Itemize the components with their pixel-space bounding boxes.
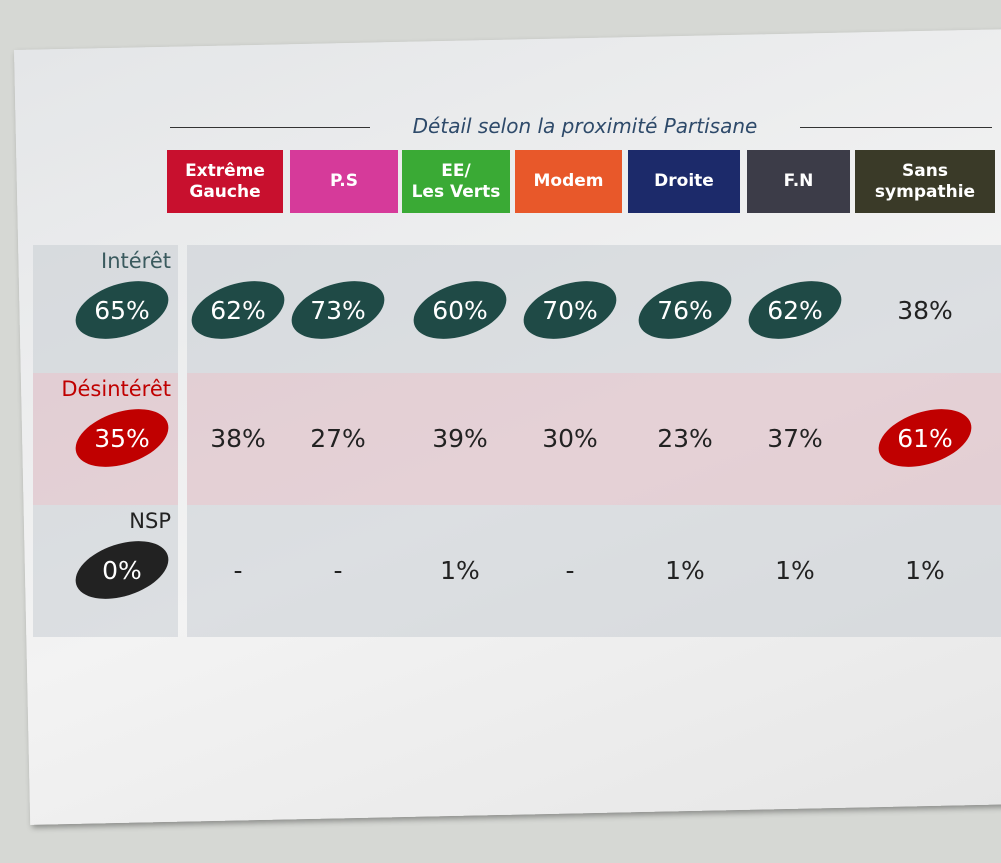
value-cell: 1% <box>740 542 850 598</box>
value-cell: 38% <box>183 410 293 466</box>
value-cell: 30% <box>515 410 625 466</box>
rule-left <box>170 127 370 128</box>
value-text: 30% <box>542 423 598 453</box>
value-cell: - <box>283 542 393 598</box>
column-header: F.N <box>747 150 850 213</box>
value-cell: 27% <box>283 410 393 466</box>
row-background <box>187 373 1001 505</box>
value-text: 62% <box>767 295 823 325</box>
column-header-line: F.N <box>783 171 814 191</box>
value-text: 65% <box>94 295 150 325</box>
value-cell: 60% <box>405 270 515 350</box>
value-text: 35% <box>94 423 150 453</box>
value-text: 76% <box>657 295 713 325</box>
value-text: 1% <box>440 555 480 585</box>
value-text: 1% <box>665 555 705 585</box>
value-cell: - <box>515 542 625 598</box>
value-cell: 39% <box>405 410 515 466</box>
value-text: 37% <box>767 423 823 453</box>
value-text: 38% <box>897 295 953 325</box>
value-cell: 0% <box>67 530 177 610</box>
value-text: 38% <box>210 423 266 453</box>
subtitle: Détail selon la proximité Partisane <box>412 114 758 138</box>
value-cell: 37% <box>740 410 850 466</box>
value-cell: 1% <box>870 542 980 598</box>
value-text: - <box>333 555 343 585</box>
value-text: - <box>565 555 575 585</box>
column-header-line: Sans <box>902 160 948 181</box>
value-text: 27% <box>310 423 366 453</box>
column-header: Droite <box>628 150 740 213</box>
value-cell: 23% <box>630 410 740 466</box>
column-header: Sans sympathie <box>855 150 995 213</box>
value-cell: 70% <box>515 270 625 350</box>
value-cell: 1% <box>405 542 515 598</box>
value-cell: 73% <box>283 270 393 350</box>
column-header-line: Gauche <box>189 181 261 202</box>
value-cell: - <box>183 542 293 598</box>
value-text: 62% <box>210 295 266 325</box>
row-label: Intérêt <box>101 249 171 273</box>
column-header-line: Modem <box>533 171 604 191</box>
value-cell: 62% <box>740 270 850 350</box>
value-text: 39% <box>432 423 488 453</box>
rule-right <box>800 127 992 128</box>
value-text: 1% <box>775 555 815 585</box>
column-header-line: Droite <box>654 171 714 191</box>
value-text: 70% <box>542 295 598 325</box>
column-header: EE/Les Verts <box>402 150 510 213</box>
value-text: 73% <box>310 295 366 325</box>
row-background <box>187 505 1001 637</box>
value-text: 60% <box>432 295 488 325</box>
value-text: 0% <box>102 555 142 585</box>
column-header: P.S <box>290 150 398 213</box>
row-label: NSP <box>129 509 171 533</box>
value-cell: 1% <box>630 542 740 598</box>
value-cell: 61% <box>870 398 980 478</box>
column-header-line: P.S <box>329 171 359 191</box>
value-text: 23% <box>657 423 713 453</box>
value-cell: 35% <box>67 398 177 478</box>
column-header-line: EE/ <box>441 160 471 181</box>
row-label: Désintérêt <box>61 377 171 401</box>
column-header-line: Les Verts <box>411 181 501 202</box>
value-cell: 38% <box>870 282 980 338</box>
value-text: 1% <box>905 555 945 585</box>
value-cell: 76% <box>630 270 740 350</box>
column-header-line: sympathie <box>874 181 976 202</box>
column-header: Modem <box>515 150 622 213</box>
value-text: - <box>233 555 243 585</box>
column-header-line: Extrême <box>185 160 265 181</box>
column-header: Extrême Gauche <box>167 150 283 213</box>
value-cell: 65% <box>67 270 177 350</box>
value-cell: 62% <box>183 270 293 350</box>
value-text: 61% <box>897 423 953 453</box>
